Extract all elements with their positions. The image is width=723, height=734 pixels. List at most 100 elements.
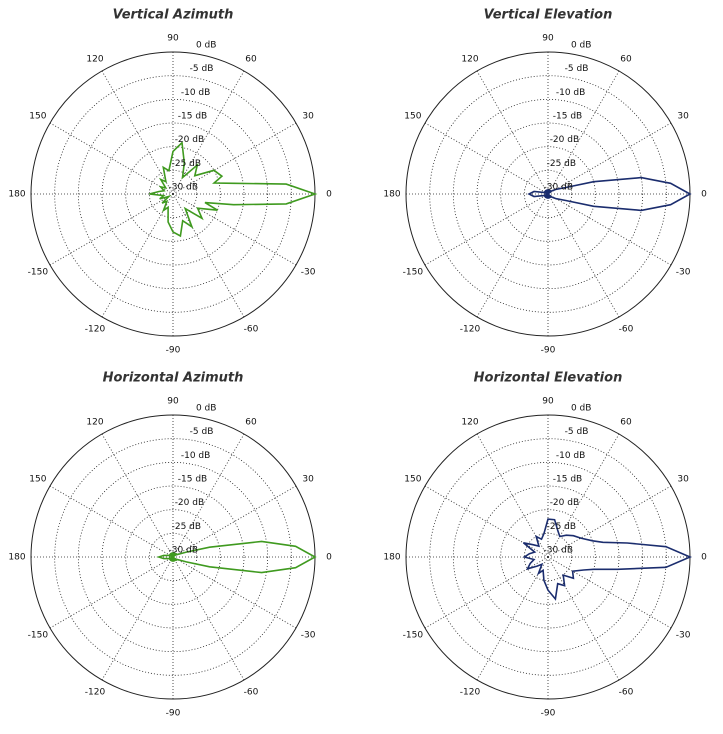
- r-tick-label: -10 dB: [181, 88, 210, 98]
- r-tick-label: -15 dB: [553, 112, 582, 122]
- grid-ring: [101, 485, 245, 629]
- angle-label: -150: [28, 268, 49, 278]
- spoke: [172, 193, 245, 318]
- r-tick-label: 0 dB: [571, 41, 591, 51]
- angle-label: 30: [302, 475, 314, 485]
- spoke: [49, 485, 174, 558]
- angle-label: 0: [701, 553, 707, 563]
- spoke: [547, 193, 672, 266]
- grid-ring: [101, 122, 245, 266]
- grid-ring: [500, 509, 596, 605]
- angle-label: -150: [28, 631, 49, 641]
- spoke: [49, 193, 174, 266]
- angle-label: -90: [166, 709, 181, 719]
- r-tick-label: -20 dB: [550, 498, 579, 508]
- r-tick-label: -15 dB: [178, 475, 207, 485]
- spoke: [424, 485, 549, 558]
- r-tick-label: -5 dB: [190, 427, 214, 437]
- angle-label: 0: [701, 190, 707, 200]
- r-tick-label: -20 dB: [550, 135, 579, 145]
- grid-ring: [476, 122, 620, 266]
- angle-label: 60: [245, 54, 257, 64]
- grid-ring: [148, 169, 198, 219]
- spoke: [424, 193, 549, 266]
- grid-ring: [523, 169, 573, 219]
- r-tick-label: -20 dB: [175, 498, 204, 508]
- r-tick-label: -15 dB: [178, 112, 207, 122]
- spoke: [101, 433, 174, 558]
- angle-label: -90: [541, 709, 556, 719]
- r-tick-label: -25 dB: [172, 159, 201, 169]
- angle-label: -120: [460, 688, 481, 698]
- spoke: [101, 70, 174, 195]
- grid-ring: [500, 146, 596, 242]
- grid-ring: [452, 461, 644, 653]
- spoke: [476, 556, 549, 681]
- grid-ring: [125, 146, 221, 242]
- r-tick-label: -20 dB: [175, 135, 204, 145]
- grid-ring: [125, 509, 221, 605]
- angle-label: -120: [460, 325, 481, 335]
- angle-label: 90: [167, 397, 179, 407]
- angle-label: 0: [326, 190, 332, 200]
- r-tick-label: -5 dB: [190, 64, 214, 74]
- angle-label: 150: [404, 475, 421, 485]
- angle-label: 120: [461, 54, 478, 64]
- r-tick-label: -30 dB: [169, 546, 198, 556]
- angle-label: -30: [676, 631, 691, 641]
- grid-ring: [148, 532, 198, 582]
- angle-label: -150: [403, 631, 424, 641]
- angle-label: 30: [677, 475, 689, 485]
- grid-ring: [452, 98, 644, 290]
- grid-ring: [77, 98, 269, 290]
- grid-ring: [429, 75, 667, 313]
- spoke: [547, 556, 620, 681]
- angle-label: -60: [244, 688, 259, 698]
- angle-label: -120: [85, 688, 106, 698]
- angle-label: -30: [676, 268, 691, 278]
- r-tick-label: -5 dB: [565, 427, 589, 437]
- grid-ring: [54, 438, 292, 676]
- chart-title: Horizontal Elevation: [474, 371, 623, 386]
- angle-label: 90: [167, 34, 179, 44]
- angle-label: 180: [8, 190, 25, 200]
- angle-label: -60: [619, 325, 634, 335]
- r-tick-label: -5 dB: [565, 64, 589, 74]
- spoke: [49, 122, 174, 195]
- spoke: [547, 193, 620, 318]
- angle-label: -30: [301, 268, 316, 278]
- pattern-line: [522, 518, 693, 601]
- r-tick-label: -10 dB: [556, 451, 585, 461]
- angle-label: 150: [29, 475, 46, 485]
- angle-label: 120: [461, 417, 478, 427]
- spoke: [172, 556, 297, 629]
- r-tick-label: -15 dB: [553, 475, 582, 485]
- r-tick-label: -25 dB: [547, 522, 576, 532]
- angle-label: 120: [86, 54, 103, 64]
- r-tick-label: -30 dB: [544, 546, 573, 556]
- pattern-line: [149, 140, 318, 238]
- angle-label: 90: [542, 34, 554, 44]
- spoke: [101, 556, 174, 681]
- grid-ring: [476, 485, 620, 629]
- chart-title: Vertical Azimuth: [113, 8, 234, 23]
- angle-label: 30: [677, 112, 689, 122]
- r-tick-label: -30 dB: [544, 183, 573, 193]
- r-tick-label: -25 dB: [547, 159, 576, 169]
- chart-title: Horizontal Azimuth: [103, 371, 244, 386]
- spoke: [476, 70, 549, 195]
- angle-label: 0: [326, 553, 332, 563]
- pattern-line: [156, 540, 317, 574]
- grid-ring: [77, 461, 269, 653]
- grid-ring: [429, 438, 667, 676]
- angle-label: -30: [301, 631, 316, 641]
- angle-label: 60: [245, 417, 257, 427]
- angle-label: 180: [383, 553, 400, 563]
- grid-ring: [54, 75, 292, 313]
- spoke: [476, 193, 549, 318]
- angle-label: -150: [403, 268, 424, 278]
- angle-label: 90: [542, 397, 554, 407]
- angle-label: 30: [302, 112, 314, 122]
- angle-label: 150: [404, 112, 421, 122]
